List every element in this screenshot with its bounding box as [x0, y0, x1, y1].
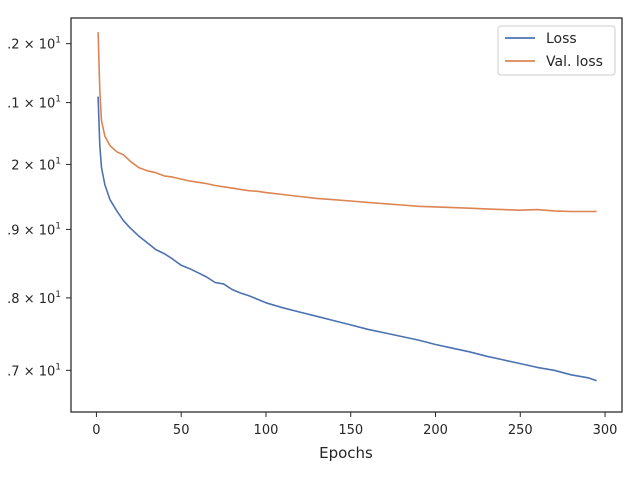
plot-area — [97, 32, 597, 382]
series-line-loss — [97, 96, 597, 382]
x-tick-label: 250 — [508, 423, 533, 438]
series-line-val-loss — [97, 32, 597, 213]
x-tick-label: 100 — [254, 423, 279, 438]
x-tick-label: 200 — [423, 423, 448, 438]
x-tick-label: 300 — [593, 423, 618, 438]
x-axis: 0 50 100 150 200 250 300 — [92, 412, 617, 438]
y-tick-label: 2 × 101 — [11, 156, 61, 173]
x-axis-label: Epochs — [319, 444, 373, 462]
legend: Loss Val. loss — [497, 25, 616, 76]
axes-frame — [70, 17, 623, 413]
x-tick-label: 0 — [92, 423, 100, 438]
x-tick-label: 50 — [173, 423, 190, 438]
legend-label-val-loss: Val. loss — [546, 54, 603, 70]
y-tick-label: .7 × 101 — [7, 362, 61, 379]
y-axis: .7 × 101 .8 × 101 .9 × 101 2 × 101 .1 × 101.… — [7, 36, 71, 379]
legend-label-loss: Loss — [546, 31, 577, 47]
x-tick-label: 150 — [338, 423, 363, 438]
y-tick-label: .8 × 101 — [7, 290, 61, 307]
y-tick-label: .1 × 101 — [7, 95, 61, 112]
y-tick-label: .2 × 101 — [7, 36, 61, 53]
y-tick-label: .9 × 101 — [7, 221, 61, 238]
